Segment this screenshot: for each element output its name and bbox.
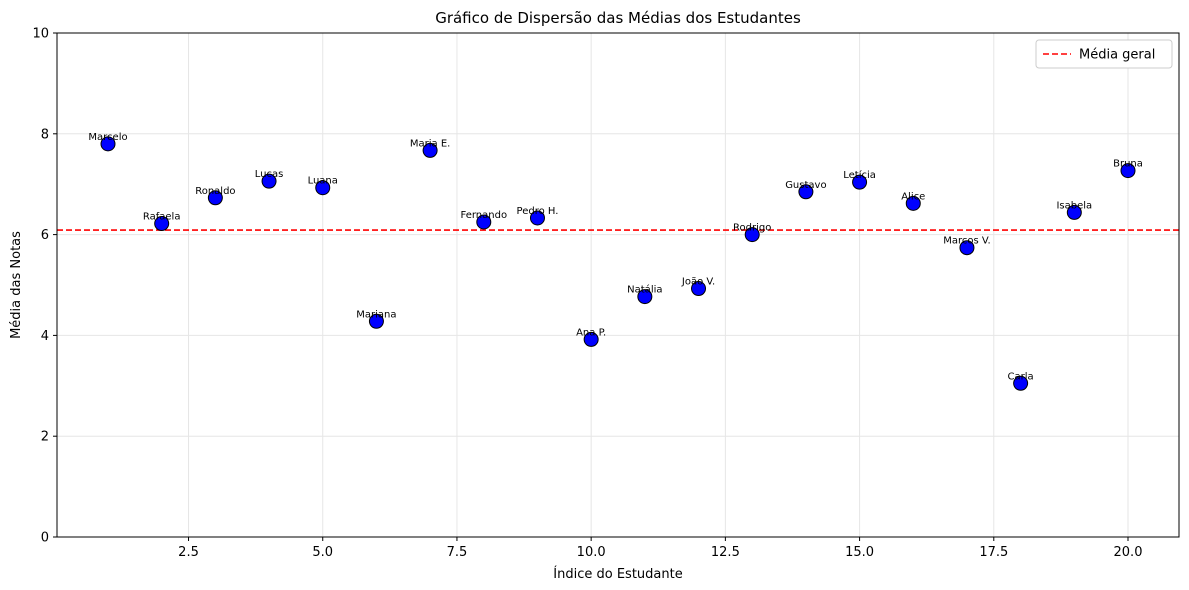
data-point — [207, 190, 223, 206]
data-point-label: Marcos V. — [943, 236, 990, 247]
x-tick-label: 17.5 — [979, 545, 1008, 560]
data-point-label: João V. — [681, 277, 715, 288]
data-point-label: Rafaela — [143, 212, 181, 223]
data-point-label: Marcelo — [88, 132, 127, 143]
data-point-label: Pedro H. — [517, 206, 559, 217]
data-point-label: Letícia — [843, 169, 876, 181]
data-point-label: Natália — [627, 284, 662, 296]
data-point-label: Carla — [1008, 371, 1034, 382]
data-point-label: Isabela — [1056, 200, 1092, 211]
data-point — [476, 214, 492, 230]
x-tick-label: 10.0 — [577, 545, 606, 560]
data-point — [691, 281, 707, 297]
x-tick-label: 7.5 — [447, 545, 468, 560]
data-point — [315, 180, 331, 196]
data-point — [959, 240, 975, 256]
x-tick-label: 15.0 — [845, 545, 874, 560]
data-point-label: Alice — [901, 191, 925, 202]
data-point-label: Ronaldo — [195, 186, 235, 197]
data-point — [100, 136, 116, 152]
data-point — [261, 173, 277, 189]
y-tick-label: 8 — [41, 127, 49, 142]
data-point — [1013, 375, 1029, 391]
data-points — [100, 136, 1136, 391]
data-point — [583, 331, 599, 347]
data-point-label: Luana — [308, 176, 338, 187]
data-point — [852, 174, 868, 190]
y-tick-label: 0 — [41, 531, 49, 546]
data-point — [1120, 163, 1136, 179]
data-point — [154, 216, 170, 232]
x-tick-label: 2.5 — [178, 545, 199, 560]
data-point — [637, 289, 653, 305]
legend-label: Média geral — [1079, 48, 1155, 63]
data-point-label: Fernando — [461, 210, 508, 221]
grid-lines — [57, 32, 1179, 538]
data-point — [368, 313, 384, 329]
data-point — [1066, 204, 1082, 220]
data-point — [422, 142, 438, 158]
y-tick-label: 4 — [41, 329, 49, 344]
x-axis-label: Índice do Estudante — [553, 566, 682, 582]
y-axis-ticks: 0 2 4 6 8 10 — [32, 27, 57, 546]
x-tick-label: 12.5 — [711, 545, 740, 560]
data-point-label: Rodrigo — [733, 223, 771, 234]
x-axis-ticks: 2.5 5.0 7.5 10.0 12.5 15.0 17.5 20.0 — [178, 537, 1142, 560]
data-point-label: Gustavo — [785, 180, 826, 191]
x-tick-label: 5.0 — [312, 545, 333, 560]
legend-box — [1035, 39, 1173, 69]
data-point-label: Ana P. — [576, 327, 606, 338]
data-point-label: Maria E. — [410, 138, 450, 149]
data-point-label: Mariana — [356, 309, 396, 320]
data-labels: Marcelo Rafaela Ronaldo Lucas Luana Mariana Ma… — [88, 132, 1142, 382]
y-axis-label: Média das Notas — [9, 231, 24, 339]
y-tick-label: 6 — [41, 228, 49, 243]
data-point — [744, 227, 760, 243]
chart-title: Gráfico de Dispersão das Médias dos Estu… — [435, 9, 801, 27]
legend: Média geral — [1035, 39, 1173, 69]
y-tick-label: 10 — [32, 27, 49, 42]
data-point-label: Bruna — [1113, 159, 1143, 170]
plot-frame — [56, 32, 1180, 538]
data-point-label: Lucas — [255, 169, 284, 180]
data-point — [798, 184, 814, 200]
x-tick-label: 20.0 — [1114, 545, 1143, 560]
y-tick-label: 2 — [41, 430, 49, 445]
data-point — [905, 195, 921, 211]
data-point — [529, 210, 545, 226]
